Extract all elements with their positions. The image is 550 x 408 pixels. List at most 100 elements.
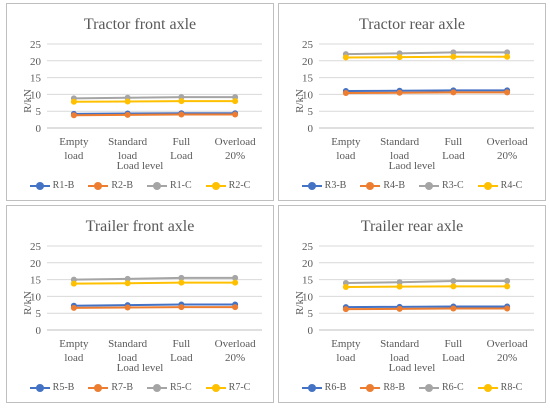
y-tick-label: 5 [308, 308, 314, 320]
data-point-r7-c [178, 279, 185, 286]
legend-item: R5-C [147, 382, 192, 393]
legend-label: R8-C [500, 382, 523, 393]
chart-panel-1: Tractor rear axle R/kN 0 5 10 15 20 25 Empty lo… [278, 3, 546, 201]
legend-swatch [147, 383, 167, 393]
x-axis-label: Load level [388, 362, 436, 374]
y-tick-label: 10 [302, 89, 314, 101]
legend-label: R4-C [500, 180, 523, 191]
x-tick-label: Full Load [170, 338, 193, 364]
legend-swatch [88, 383, 109, 393]
series-line-r6-b [345, 305, 508, 309]
chart-title: Trailer front axle [85, 218, 195, 235]
legend-label: R8-B [383, 382, 405, 393]
legend: R6-B R8-B R6-C R8-C [279, 382, 545, 393]
x-axis-label: Laod level [388, 160, 436, 172]
legend-item: R6-C [419, 382, 464, 393]
x-tick-label: Overload 20% [487, 136, 528, 162]
plot-area: 0 5 10 15 20 25 Empty load Standard load Full Load O… [30, 39, 262, 162]
data-point-r2-c [124, 98, 131, 105]
y-tick-label: 10 [30, 291, 42, 303]
data-point-r3-c [450, 49, 457, 56]
series-line-r2-b [73, 113, 236, 117]
y-tick-label: 0 [308, 325, 314, 337]
x-tick-label: Standard load [380, 136, 420, 162]
y-tick-label: 15 [302, 73, 314, 85]
data-point-r2-b [70, 112, 77, 119]
y-tick-label: 20 [302, 56, 314, 68]
data-point-r4-c [450, 53, 457, 60]
x-tick-label: Overload 20% [215, 136, 256, 162]
y-tick-label: 10 [302, 291, 314, 303]
data-point-r5-c [232, 274, 239, 281]
data-point-r7-c [70, 280, 77, 287]
series-line-r1-b [73, 112, 236, 115]
x-tick-label: Standard load [108, 136, 148, 162]
series-line-r8-b [345, 307, 508, 311]
data-point-r6-c [504, 277, 511, 284]
legend-swatch [147, 181, 167, 191]
data-point-r8-b [342, 306, 349, 313]
data-point-r4-b [504, 89, 511, 96]
legend-label: R1-B [52, 180, 75, 191]
legend-label: R1-C [170, 180, 192, 191]
legend-item: R5-B [29, 382, 75, 393]
legend-label: R6-C [442, 382, 464, 393]
y-tick-label: 15 [30, 275, 42, 287]
series-line-r8-c [345, 285, 508, 288]
data-point-r2-b [124, 111, 131, 118]
legend-swatch [301, 181, 322, 191]
legend-item: R2-B [88, 180, 133, 191]
series-line-r3-b [345, 89, 508, 93]
data-point-r4-c [504, 53, 511, 60]
chart-title: Tractor rear axle [358, 16, 466, 33]
data-point-r8-b [396, 305, 403, 312]
legend-label: R2-B [111, 180, 133, 191]
legend-swatch [301, 383, 322, 393]
data-point-r2-c [70, 98, 77, 105]
legend-swatch [360, 181, 381, 191]
chart-title: Trailer rear axle [360, 218, 464, 235]
series-line-r4-c [345, 55, 508, 59]
data-point-r4-c [342, 54, 349, 61]
legend-label: R3-B [324, 180, 347, 191]
series-line-r1-c [73, 96, 236, 100]
y-tick-label: 5 [36, 106, 42, 118]
data-point-r7-b [70, 304, 77, 311]
legend-item: R3-B [301, 180, 347, 191]
legend-swatch [29, 181, 50, 191]
data-point-r8-b [504, 305, 511, 312]
legend-swatch [360, 383, 381, 393]
y-tick-label: 20 [302, 258, 314, 270]
data-point-r2-b [232, 111, 239, 118]
y-tick-label: 15 [302, 275, 314, 287]
series-line-r2-c [73, 100, 236, 103]
series-line-r5-c [73, 276, 236, 281]
data-point-r2-c [178, 98, 185, 105]
y-tick-label: 5 [36, 308, 42, 320]
data-point-r4-b [396, 89, 403, 96]
x-tick-label: Standard load [108, 338, 148, 364]
y-tick-label: 25 [30, 39, 42, 51]
legend-swatch [205, 181, 226, 191]
plot-area: 0 5 10 15 20 25 Empty load Standard load Full Load O… [302, 241, 534, 364]
chart-panel-2: Trailer front axle R/kN 0 5 10 15 20 25 Empty l… [6, 205, 274, 403]
data-point-r8-c [396, 283, 403, 290]
legend-label: R5-B [52, 382, 75, 393]
y-tick-label: 20 [30, 258, 42, 270]
data-point-r4-c [396, 54, 403, 61]
chart-panel-0: Tractor front axle R/kN 0 5 10 15 20 25 Empty l… [6, 3, 274, 201]
legend-item: R3-C [419, 180, 464, 191]
legend-swatch [205, 383, 226, 393]
data-point-r8-c [342, 283, 349, 290]
legend-item: R6-B [301, 382, 346, 393]
legend-item: R4-C [477, 180, 523, 191]
x-tick-label: Empty load [59, 136, 89, 162]
x-tick-label: Full Load [442, 338, 465, 364]
legend-swatch [477, 383, 498, 393]
y-tick-label: 0 [36, 325, 42, 337]
data-point-r7-b [178, 304, 185, 311]
legend-item: R8-B [360, 382, 405, 393]
series-line-r3-c [345, 51, 508, 56]
data-point-r7-c [124, 280, 131, 287]
y-tick-label: 20 [30, 56, 42, 68]
